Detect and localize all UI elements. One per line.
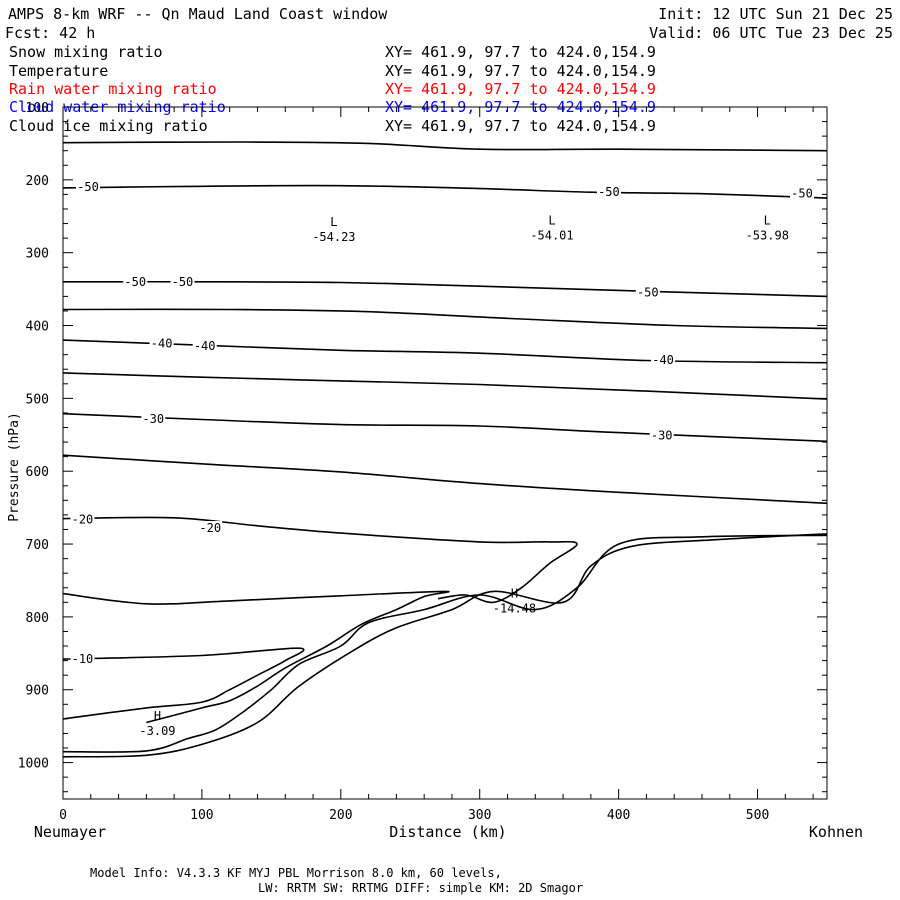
temperature-contour [62, 339, 828, 364]
x-tick-label: 100 [190, 808, 213, 823]
contour-label-gap [192, 338, 217, 352]
extremum-value: -54.01 [530, 228, 573, 242]
contour-label: -50 [637, 286, 659, 300]
contour-label-gap [170, 274, 195, 288]
valid-time: Valid: 06 UTC Tue 23 Dec 25 [649, 24, 893, 42]
physics-info-line: LW: RRTM SW: RRTMG DIFF: simple KM: 2D S… [258, 881, 583, 895]
contour-label-gap [789, 186, 814, 200]
contour-label: -40 [194, 339, 216, 353]
y-tick-label: 500 [26, 392, 49, 407]
contour-label: -40 [151, 337, 173, 351]
x-tick-label: 200 [329, 808, 352, 823]
x-tick-label: 500 [746, 808, 769, 823]
contour-labels: -50 -50 -50 -50 -50 -50 -40 -40 -40 -30 -30 -20 -20 -… [70, 180, 814, 666]
x-left-station-label: Neumayer [34, 823, 106, 841]
y-tick-label: 700 [26, 538, 49, 553]
axis-ticks: 0 100 200 300 400 500 100 200 300 400 500 600 700 800… [18, 101, 827, 823]
y-tick-label: 800 [26, 611, 49, 626]
contour-label: -20 [199, 521, 221, 535]
contour-label: -20 [72, 512, 94, 526]
extremum-letter: L [548, 213, 555, 227]
contour-label-gap [596, 185, 621, 199]
plot-frame [62, 106, 828, 800]
y-tick-label: 900 [26, 684, 49, 699]
temperature-contour [62, 141, 828, 152]
contour-label-gap [149, 336, 174, 350]
temperature-contour [62, 516, 578, 604]
extremum-value: -3.09 [139, 724, 175, 738]
temperature-contour [62, 590, 450, 724]
forecast-hour: Fcst: 42 h [5, 24, 95, 42]
chart-title: AMPS 8-km WRF -- Qn Maud Land Coast wind… [8, 5, 388, 23]
contour-label-gap [70, 652, 95, 666]
x-right-station-label: Kohnen [809, 823, 863, 841]
contour-label-gap [649, 428, 674, 442]
y-tick-label: 400 [26, 320, 49, 335]
y-tick-label: 1000 [18, 757, 49, 772]
x-tick-label: 300 [468, 808, 491, 823]
field-xy-snow: XY= 461.9, 97.7 to 424.0,154.9 [385, 43, 656, 61]
y-axis-label: Pressure (hPa) [7, 412, 22, 522]
x-tick-label: 0 [59, 808, 67, 823]
contour-label: -50 [172, 275, 194, 289]
contour-label-gap [651, 352, 676, 366]
contour-label: -40 [652, 353, 674, 367]
temperature-contour [62, 184, 828, 199]
contour-label: -30 [651, 429, 673, 443]
contour-label-gap [198, 521, 223, 535]
contour-label-gap [76, 180, 101, 194]
field-name-rain: Rain water mixing ratio [9, 80, 217, 98]
extrema-annotations: L-54.23L-54.01L-53.98H-14.48H-3.09 [139, 213, 789, 737]
extremum-value: -14.48 [493, 601, 536, 615]
extremum-letter: L [764, 213, 771, 227]
field-name-temperature: Temperature [9, 62, 108, 80]
contour-label-gap [70, 512, 95, 526]
temperature-contour [62, 412, 828, 443]
field-xy-temperature: XY= 461.9, 97.7 to 424.0,154.9 [385, 62, 656, 80]
contour-label: -50 [77, 180, 99, 194]
field-xy-cloud-ice: XY= 461.9, 97.7 to 424.0,154.9 [385, 117, 656, 135]
field-name-cloud-ice: Cloud ice mixing ratio [9, 117, 208, 135]
y-tick-label: 300 [26, 247, 49, 262]
contour-lines [62, 141, 828, 758]
extremum-letter: H [511, 586, 518, 600]
temperature-contour [62, 454, 828, 505]
extremum-letter: H [154, 709, 161, 723]
x-axis-label: Distance (km) [389, 823, 506, 841]
init-time: Init: 12 UTC Sun 21 Dec 25 [658, 5, 893, 23]
field-name-snow: Snow mixing ratio [9, 43, 163, 61]
contour-label: -50 [791, 187, 813, 201]
temperature-contour [62, 372, 828, 400]
temperature-contour [62, 533, 828, 758]
contour-label-gap [141, 411, 166, 425]
x-tick-label: 400 [607, 808, 630, 823]
y-tick-label: 100 [26, 101, 49, 116]
temperature-contour [62, 647, 305, 720]
temperature-contour [62, 308, 828, 330]
y-tick-label: 600 [26, 465, 49, 480]
extremum-value: -53.98 [746, 228, 789, 242]
contour-label: -50 [124, 275, 146, 289]
field-xy-rain: XY= 461.9, 97.7 to 424.0,154.9 [385, 80, 656, 98]
extremum-value: -54.23 [312, 230, 355, 244]
model-info-line: Model Info: V4.3.3 KF MYJ PBL Morrison 8… [90, 866, 502, 880]
contour-label-gap [123, 274, 148, 288]
extremum-letter: L [330, 215, 337, 229]
y-tick-label: 200 [26, 174, 49, 189]
temperature-contour [62, 534, 828, 753]
contour-label-gap [635, 285, 660, 299]
contour-label: -10 [72, 652, 94, 666]
contour-label: -50 [598, 185, 620, 199]
contour-label: -30 [142, 412, 164, 426]
